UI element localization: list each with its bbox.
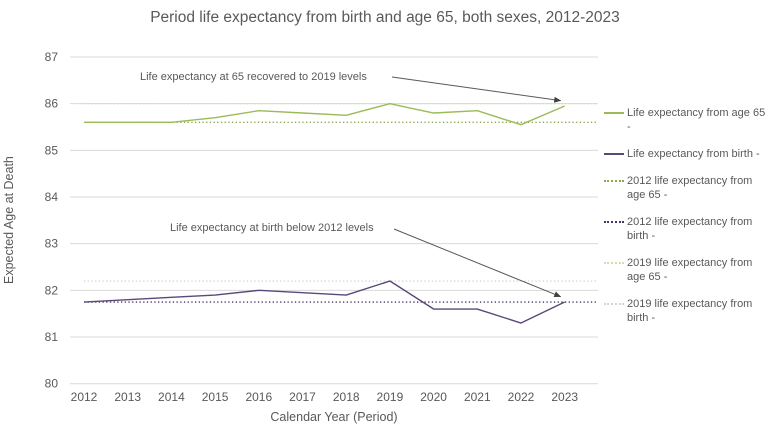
annotation-arrow — [393, 228, 562, 298]
legend-solid-line-swatch — [604, 112, 624, 114]
legend-dotted-line-swatch — [604, 303, 624, 305]
legend-item: 2012 life expectancy from age 65 - — [604, 174, 766, 202]
x-tick-label: 2015 — [202, 390, 229, 404]
x-tick-label: 2021 — [464, 390, 491, 404]
annotation-birth-below: Life expectancy at birth below 2012 leve… — [170, 222, 374, 234]
legend-label: Life expectancy from birth - — [627, 148, 760, 160]
y-tick-label: 81 — [45, 330, 59, 344]
legend-label: Life expectancy from age 65 - — [627, 107, 766, 133]
legend-label: 2012 life expectancy from birth - — [627, 216, 753, 242]
legend-item: 2019 life expectancy from birth - — [604, 297, 766, 325]
x-tick-label: 2016 — [245, 390, 272, 404]
legend-solid-line-swatch — [604, 153, 624, 155]
chart-title: Period life expectancy from birth and ag… — [150, 9, 620, 26]
legend-label: 2012 life expectancy from age 65 - — [627, 175, 753, 201]
y-tick-label: 83 — [45, 237, 59, 251]
x-tick-label: 2012 — [71, 390, 98, 404]
y-tick-label: 84 — [45, 190, 59, 204]
legend-item: Life expectancy from birth - — [604, 147, 766, 161]
x-tick-label: 2020 — [420, 390, 447, 404]
x-tick-label: 2017 — [289, 390, 316, 404]
series-line — [83, 280, 566, 324]
y-tick-label: 86 — [45, 97, 59, 111]
x-tick-label: 2018 — [333, 390, 360, 404]
x-tick-label: 2023 — [551, 390, 578, 404]
annotation-age65-recovered: Life expectancy at 65 recovered to 2019 … — [140, 71, 367, 83]
legend-dotted-line-swatch — [604, 221, 624, 223]
y-tick-label: 85 — [45, 143, 59, 157]
legend-item: Life expectancy from age 65 - — [604, 106, 766, 134]
legend-label: 2019 life expectancy from birth - — [627, 298, 753, 324]
y-tick-label: 82 — [45, 283, 59, 297]
x-tick-label: 2022 — [508, 390, 535, 404]
legend-dotted-line-swatch — [604, 180, 624, 182]
annotation-arrow — [391, 76, 562, 103]
y-tick-label: 87 — [45, 50, 59, 64]
x-axis-title: Calendar Year (Period) — [270, 410, 398, 424]
x-tick-label: 2014 — [158, 390, 185, 404]
x-tick-label: 2019 — [377, 390, 404, 404]
legend-label: 2019 life expectancy from age 65 - — [627, 257, 753, 283]
x-tick-label: 2013 — [114, 390, 141, 404]
legend: Life expectancy from age 65 - Life expect… — [604, 106, 766, 338]
legend-item: 2012 life expectancy from birth - — [604, 215, 766, 243]
series-line — [84, 102, 565, 126]
y-tick-label: 80 — [45, 377, 59, 391]
legend-dotted-line-swatch — [604, 262, 624, 264]
legend-item: 2019 life expectancy from age 65 - — [604, 256, 766, 284]
